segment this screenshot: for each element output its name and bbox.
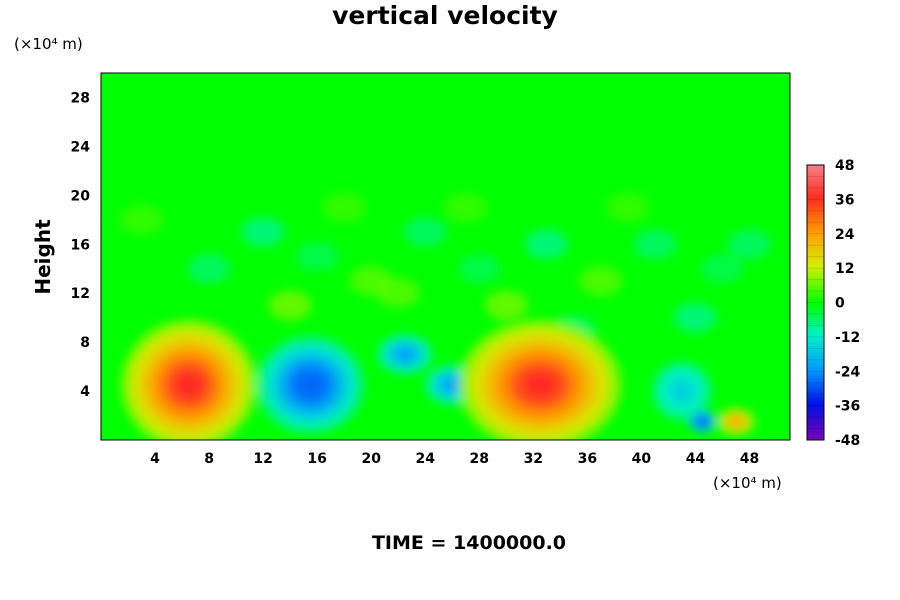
- y-axis-label: Height: [31, 219, 55, 295]
- y-tick-label: 28: [71, 90, 90, 106]
- x-tick-label: 28: [470, 451, 489, 467]
- colorbar-tick-label: 36: [835, 192, 854, 208]
- x-tick-label: 48: [740, 451, 759, 467]
- colorbar-levels: [807, 164, 824, 430]
- colorbar-tick-label: -48: [835, 433, 860, 449]
- colorbar: [806, 164, 825, 441]
- updraft-cell: [174, 370, 204, 400]
- x-tick-label: 32: [524, 451, 543, 467]
- colorbar-tick-labels: 48 36 24 12 0 -12 -24 -36 -48: [835, 158, 861, 449]
- x-tick-label: 44: [686, 451, 706, 467]
- y-tick-label: 24: [71, 139, 91, 155]
- downdraft-cell: [393, 346, 417, 363]
- turbulence-patch: [579, 266, 623, 296]
- turbulence-patch: [268, 290, 312, 321]
- turbulence-patch: [187, 254, 231, 284]
- colorbar-tick-label: 12: [835, 261, 854, 277]
- colorbar-tick-label: -12: [835, 330, 860, 346]
- plot-frame: [100, 72, 791, 441]
- y-tick-labels: 4 8 12 16 20 24 28: [71, 90, 91, 400]
- colorbar-tick-label: -24: [835, 364, 861, 380]
- velocity-field: [119, 192, 772, 440]
- colorbar-tick-label: 48: [835, 158, 854, 174]
- turbulence-patch: [119, 205, 164, 235]
- chart-title: vertical velocity: [332, 1, 558, 30]
- turbulence-patch: [444, 192, 488, 223]
- downdraft-cell: [669, 378, 695, 404]
- updraft-cell: [728, 416, 744, 428]
- turbulence-patch: [606, 192, 650, 223]
- colorbar-tick-label: -36: [835, 399, 860, 415]
- time-label: TIME = 1400000.0: [372, 532, 566, 554]
- turbulence-patch: [484, 290, 528, 321]
- x-tick-label: 16: [307, 451, 326, 467]
- colorbar-tick-label: 0: [835, 296, 845, 312]
- turbulence-patch: [457, 254, 501, 284]
- downdraft-cell: [441, 376, 464, 394]
- turbulence-patch: [376, 278, 420, 308]
- updraft-cell: [522, 370, 558, 400]
- y-tick-label: 8: [80, 335, 90, 351]
- colorbar-tick-label: 24: [835, 227, 855, 243]
- turbulence-patch: [673, 302, 718, 333]
- turbulence-patch: [403, 217, 447, 247]
- x-tick-label: 36: [578, 451, 597, 467]
- turbulence-patch: [525, 229, 569, 259]
- turbulence-patch: [322, 192, 366, 223]
- x-tick-label: 20: [361, 451, 381, 467]
- turbulence-patch: [633, 229, 677, 259]
- x-unit-label: (×10⁴ m): [713, 474, 782, 492]
- x-tick-label: 24: [415, 451, 435, 467]
- x-tick-label: 12: [253, 451, 272, 467]
- downdraft-cell: [296, 372, 325, 398]
- y-tick-label: 20: [71, 188, 91, 204]
- turbulence-patch: [700, 254, 745, 284]
- y-tick-label: 12: [71, 286, 90, 302]
- x-tick-label: 4: [150, 451, 160, 467]
- y-unit-label: (×10⁴ m): [14, 35, 83, 53]
- downdraft-cell: [696, 417, 708, 427]
- turbulence-patch: [241, 217, 285, 247]
- x-tick-label: 40: [632, 451, 652, 467]
- x-tick-labels: 4 8 12 16 20 24 28 32 36 40 44 48: [150, 451, 759, 467]
- x-tick-label: 8: [204, 451, 214, 467]
- y-tick-label: 16: [71, 237, 90, 253]
- turbulence-patch: [295, 241, 339, 272]
- y-tick-label: 4: [80, 384, 90, 400]
- turbulence-patch: [727, 229, 772, 259]
